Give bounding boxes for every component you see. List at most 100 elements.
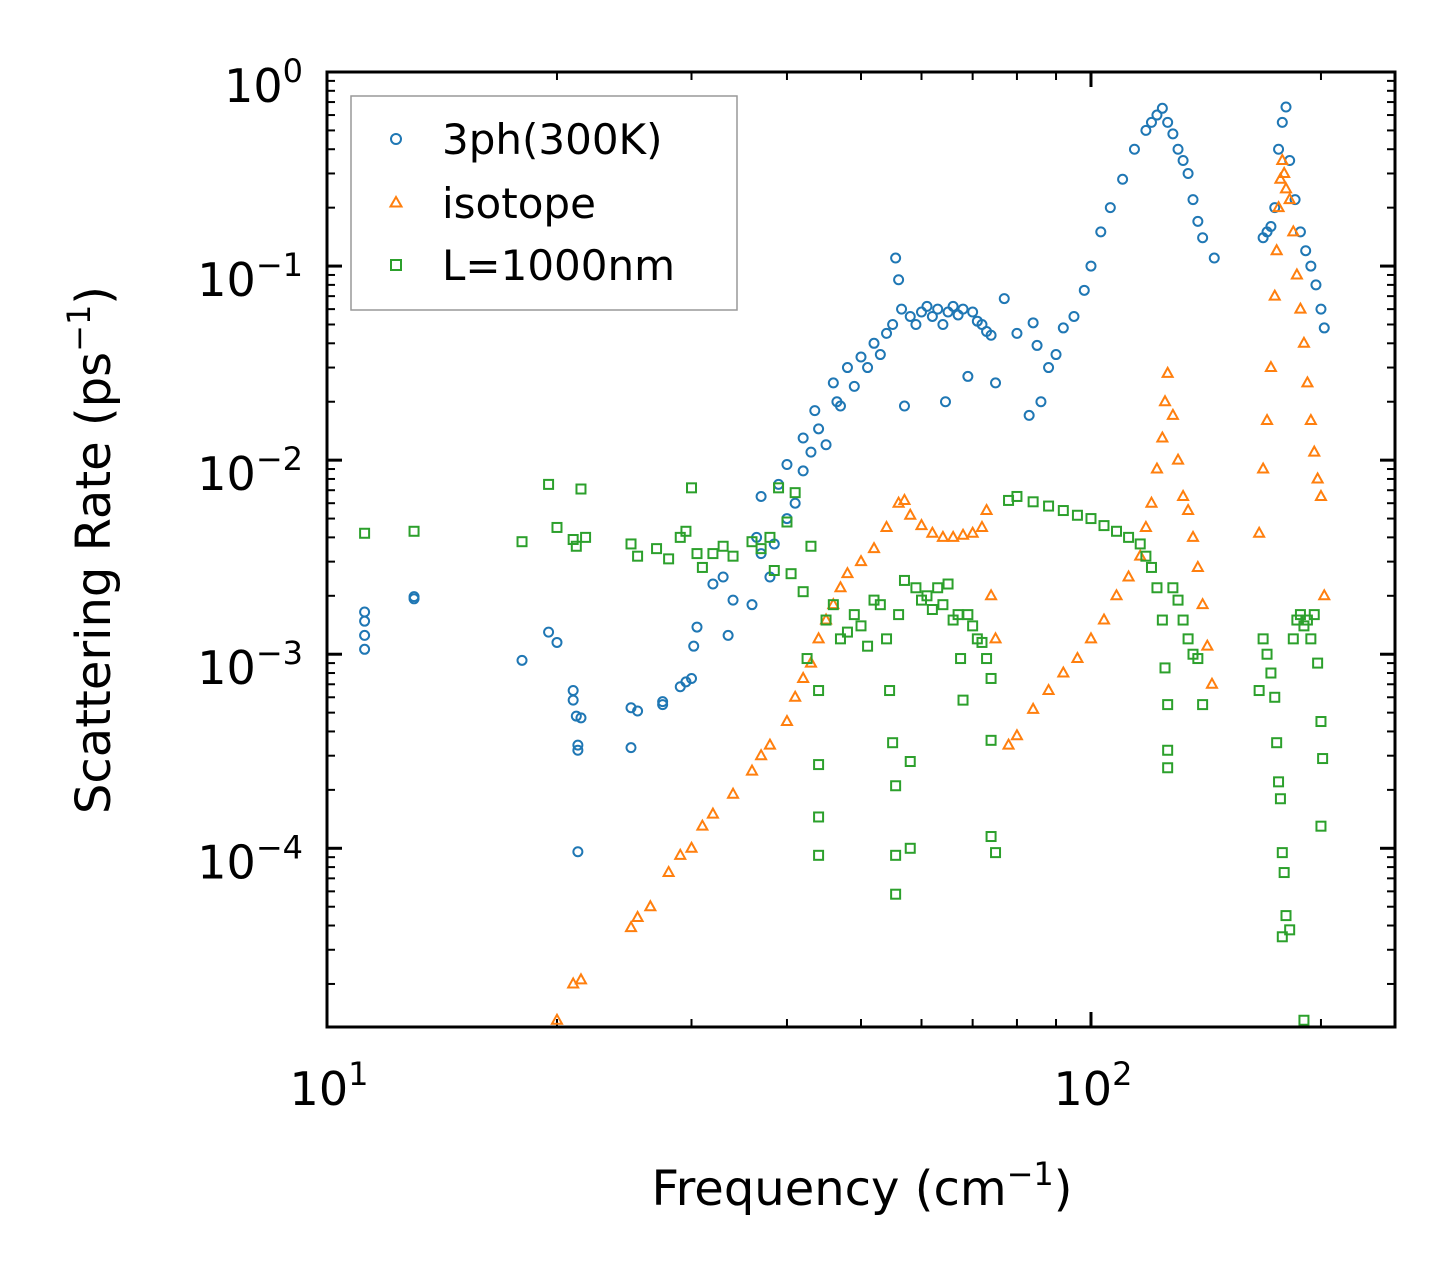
series-isotope [550, 152, 1331, 1025]
legend-label-isotope: isotope [442, 179, 596, 228]
data-point-l1000nm [746, 536, 758, 548]
data-point-isotope [903, 507, 917, 520]
data-point-3ph [551, 636, 563, 648]
data-point-l1000nm [543, 478, 555, 490]
data-point-3ph [408, 593, 420, 605]
data-point-isotope [1155, 430, 1170, 443]
data-point-isotope [574, 972, 588, 985]
data-point-3ph [1023, 409, 1035, 421]
data-point-l1000nm [1315, 820, 1327, 832]
data-point-isotope [1133, 548, 1147, 561]
data-points [359, 101, 1331, 1026]
data-point-l1000nm [1151, 582, 1163, 594]
data-point-3ph [572, 739, 584, 751]
data-point-3ph [1050, 349, 1062, 361]
data-point-3ph [1117, 173, 1129, 185]
x-axis-label: Frequency (cm−1) [651, 1155, 1072, 1217]
data-point-isotope [840, 566, 855, 579]
data-point-l1000nm [773, 482, 785, 494]
data-point-3ph [890, 252, 902, 264]
data-point-l1000nm [1305, 633, 1317, 645]
data-point-3ph [1310, 279, 1322, 291]
data-point-3ph [937, 318, 949, 330]
data-point-isotope [1282, 192, 1297, 205]
data-point-l1000nm [408, 525, 420, 537]
data-point-3ph [887, 318, 899, 330]
data-point-l1000nm [1287, 633, 1299, 645]
data-point-l1000nm [957, 694, 969, 706]
data-point-3ph [990, 377, 1002, 389]
data-point-l1000nm [1261, 648, 1273, 660]
data-point-3ph [1031, 339, 1043, 351]
data-point-l1000nm [962, 609, 974, 621]
data-point-3ph [717, 571, 729, 583]
data-point-l1000nm [805, 540, 817, 552]
data-point-l1000nm [926, 603, 938, 615]
data-point-3ph [1145, 116, 1157, 128]
series-l-1000nm [359, 478, 1329, 1026]
data-point-isotope [811, 631, 826, 644]
data-point-3ph [1095, 226, 1107, 238]
data-point-isotope [673, 847, 687, 860]
data-point-l1000nm [1308, 609, 1320, 621]
data-point-l1000nm [955, 653, 967, 665]
data-point-l1000nm [1274, 793, 1286, 805]
data-point-3ph [910, 318, 922, 330]
data-point-3ph [1156, 102, 1168, 114]
data-point-3ph [657, 696, 669, 708]
y-tick-label-exponent: −2 [256, 440, 303, 478]
data-point-l1000nm [862, 640, 874, 652]
data-point-l1000nm [937, 599, 949, 611]
y-tick-label: 100 [224, 52, 303, 113]
data-point-3ph [691, 621, 703, 633]
data-point-l1000nm [890, 780, 902, 792]
data-point-l1000nm [932, 582, 944, 594]
data-point-isotope [1271, 200, 1286, 213]
data-point-3ph [359, 643, 371, 655]
data-point-l1000nm [985, 734, 997, 746]
y-tick-label-exponent: 0 [283, 52, 303, 90]
data-point-isotope [780, 713, 794, 727]
data-point-3ph [805, 446, 817, 458]
data-point-isotope [550, 1012, 564, 1025]
data-point-l1000nm [1265, 667, 1277, 679]
data-point-isotope [1268, 288, 1282, 301]
data-point-3ph [707, 578, 719, 590]
data-point-l1000nm [651, 543, 663, 555]
data-point-isotope [763, 737, 777, 750]
data-point-3ph [1167, 128, 1179, 140]
data-point-l1000nm [848, 609, 860, 621]
data-point-l1000nm [1156, 614, 1168, 626]
data-point-isotope [1139, 519, 1153, 532]
data-point-3ph [1057, 322, 1069, 334]
data-point-l1000nm [942, 578, 954, 590]
data-point-3ph [1078, 284, 1090, 296]
data-point-isotope [1010, 728, 1024, 741]
data-point-l1000nm [1273, 776, 1285, 788]
x-axis-label-text: Frequency (cm [651, 1161, 1006, 1217]
data-point-3ph [962, 370, 974, 382]
data-point-l1000nm [1071, 509, 1083, 521]
data-point-3ph [1177, 154, 1189, 166]
data-point-l1000nm [1098, 520, 1110, 532]
data-point-3ph [727, 594, 739, 606]
y-tick-label-exponent: −1 [256, 246, 303, 284]
data-point-isotope [1277, 165, 1291, 178]
data-point-isotope [1056, 665, 1071, 678]
data-point-isotope [754, 748, 768, 761]
data-point-3ph [1318, 322, 1330, 334]
data-point-l1000nm [813, 685, 825, 697]
data-point-isotope [975, 519, 989, 532]
data-point-l1000nm [884, 685, 896, 697]
data-point-isotope [946, 529, 960, 542]
data-point-l1000nm [707, 548, 719, 560]
data-point-isotope [1200, 638, 1215, 651]
data-point-isotope [936, 529, 950, 542]
data-point-3ph [688, 640, 700, 652]
data-point-isotope [833, 580, 848, 593]
data-point-l1000nm [1317, 753, 1329, 765]
data-point-l1000nm [813, 811, 825, 823]
data-point-l1000nm [781, 516, 793, 528]
data-point-l1000nm [789, 487, 801, 499]
